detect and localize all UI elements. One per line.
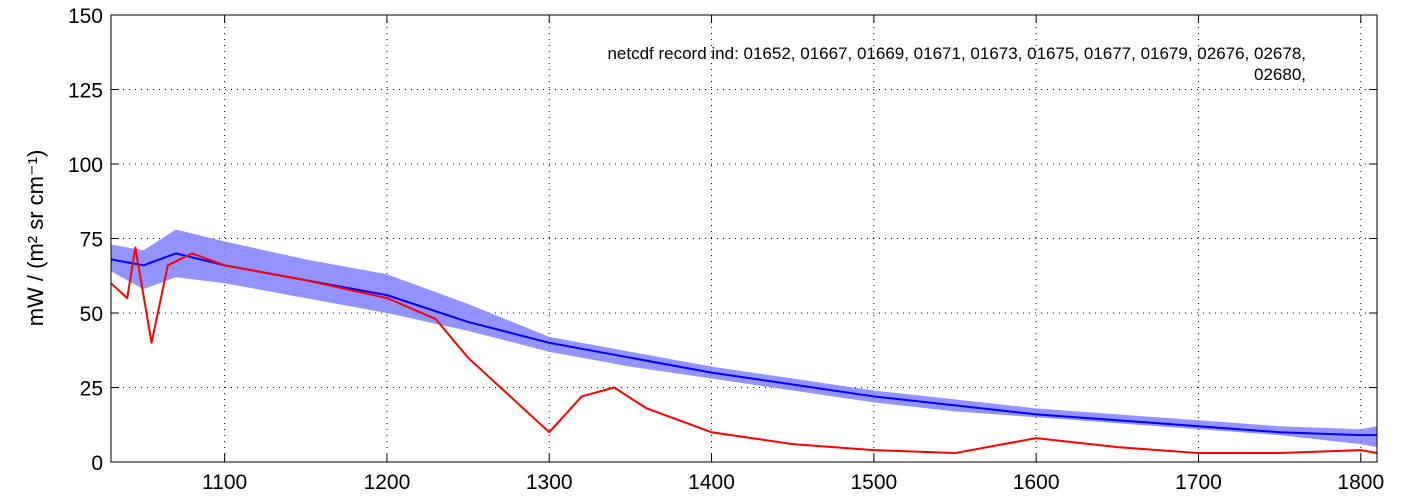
series-2-point xyxy=(1116,446,1119,448)
x-tick-label: 1600 xyxy=(1013,471,1060,494)
series-2-point xyxy=(580,395,583,398)
series-2-point xyxy=(223,264,226,267)
series-2-point xyxy=(467,356,469,359)
annotation-line-2: 02680, xyxy=(1254,65,1306,84)
series-1-point xyxy=(1197,425,1200,428)
y-tick-label: 50 xyxy=(80,303,103,326)
x-tick-label: 1800 xyxy=(1337,471,1384,494)
series-1-point xyxy=(1035,413,1037,416)
series-2-point xyxy=(873,449,875,451)
series-2-point xyxy=(1359,449,1362,451)
series-2-point xyxy=(645,407,648,410)
series-2-point xyxy=(954,452,956,454)
series-1-point xyxy=(710,371,713,374)
tick-labels: 1100 1200 1300 1400 1500 1600 1700 1800 0 25 50 75 1… xyxy=(68,5,1384,494)
series-1-point xyxy=(175,252,177,255)
series-2-point xyxy=(191,252,193,255)
y-tick-label: 75 xyxy=(80,229,103,252)
series-2-point xyxy=(548,431,551,434)
series-1-point xyxy=(467,321,469,323)
y-tick-label: 0 xyxy=(91,452,103,475)
series-2-point xyxy=(134,246,137,249)
series-1-point xyxy=(873,395,875,398)
y-tick-label: 100 xyxy=(68,154,103,177)
series-2-point xyxy=(304,279,307,282)
series-2-point xyxy=(499,386,502,389)
series-layer xyxy=(111,229,1377,455)
series-1-point xyxy=(548,342,551,344)
x-tick-label: 1400 xyxy=(688,471,735,494)
x-tick-label: 1700 xyxy=(1175,471,1222,494)
annotation-line-1: netcdf record ind: 01652, 01667, 01669, … xyxy=(607,44,1306,63)
series-1-band xyxy=(111,229,1377,448)
series-2-point xyxy=(1197,452,1200,454)
series-2-point xyxy=(386,297,388,299)
series-2-point xyxy=(1278,452,1281,454)
series-2-point xyxy=(126,297,129,299)
series-2-point xyxy=(1035,437,1037,439)
ticks xyxy=(111,14,1377,463)
x-tick-label: 1300 xyxy=(526,471,573,494)
series-2-point xyxy=(150,342,153,344)
y-tick-label: 125 xyxy=(68,80,103,103)
y-tick-label: 25 xyxy=(80,378,103,401)
y-axis-label: mW / (m² sr cm⁻¹) xyxy=(23,150,48,327)
series-1-point xyxy=(954,404,956,407)
x-tick-label: 1200 xyxy=(364,471,411,494)
series-1-point xyxy=(1359,434,1362,436)
series-1-point xyxy=(791,383,794,386)
series-2-point xyxy=(791,443,794,445)
series-1-point xyxy=(386,294,388,296)
series-1-point xyxy=(142,264,145,267)
series-2-point xyxy=(710,431,713,434)
series-2-point xyxy=(434,318,437,320)
y-tick-label: 150 xyxy=(68,5,103,28)
series-1-point xyxy=(629,356,632,359)
series-2-point xyxy=(167,264,169,267)
series-2-point xyxy=(613,386,615,389)
x-tick-label: 1100 xyxy=(202,471,247,494)
series-1-point xyxy=(1278,431,1281,434)
series-2-point xyxy=(532,416,534,419)
series-1-point xyxy=(1116,419,1119,422)
plot-background xyxy=(111,15,1377,462)
x-tick-label: 1500 xyxy=(850,471,897,494)
